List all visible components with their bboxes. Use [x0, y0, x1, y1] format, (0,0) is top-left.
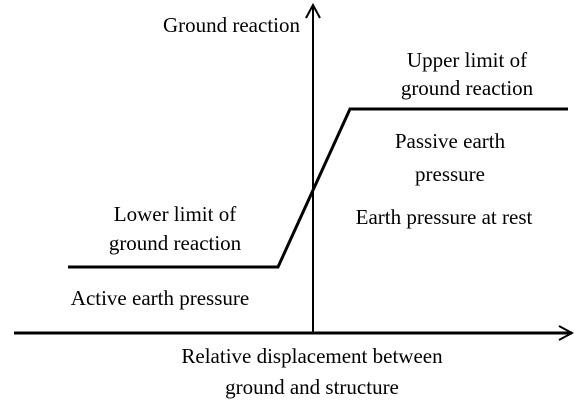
x-label: ground and structure — [225, 375, 399, 399]
label: pressure — [415, 162, 485, 186]
label: ground reaction — [109, 231, 242, 255]
reaction-curve — [68, 107, 568, 269]
y-arrow — [305, 2, 321, 19]
label: Upper limit of — [407, 48, 527, 72]
label: ground reaction — [401, 76, 534, 100]
x-arrow — [558, 325, 574, 341]
x-label: Relative displacement between — [181, 344, 443, 368]
label: Earth pressure at rest — [356, 205, 533, 229]
y-label: Ground reaction — [163, 13, 301, 37]
label: Lower limit of — [114, 202, 236, 226]
label: Active earth pressure — [71, 286, 249, 310]
label: Passive earth — [395, 129, 506, 153]
